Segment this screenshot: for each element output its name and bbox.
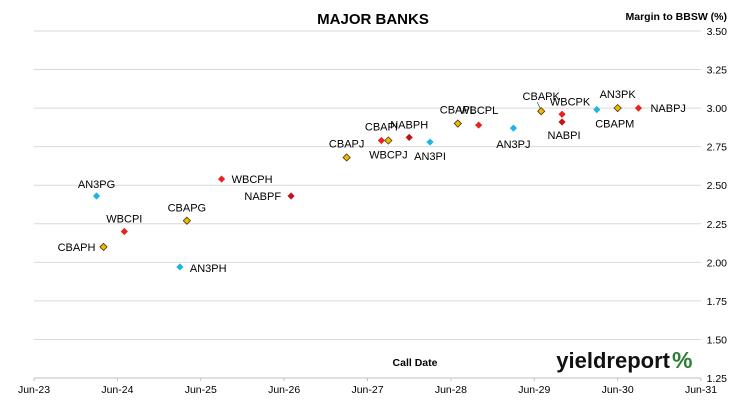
data-label-cbapm: CBAPM [595, 119, 634, 131]
x-tick-label: Jun-29 [518, 384, 550, 396]
data-point-an3pi [426, 138, 434, 146]
data-label-wbcpk: WBCPK [550, 96, 591, 108]
data-label-an3ph: AN3PH [190, 263, 227, 275]
y-tick-label: 2.75 [707, 142, 728, 154]
data-point-cbapj [342, 153, 351, 162]
y-axis-ticks: 1.25 1.50 1.75 2.00 2.25 2.50 2.75 3.00 3.25 3.50 [707, 26, 728, 385]
y-tick-label: 3.50 [707, 26, 728, 38]
y-tick-label: 3.25 [707, 65, 728, 77]
data-label-nabph: NABPH [390, 119, 428, 131]
data-point-cbapl [453, 119, 462, 128]
data-point-an3pj [509, 124, 518, 132]
cbapk-leader-line [536, 102, 541, 109]
y-tick-label: 2.25 [707, 219, 728, 231]
y-tick-label: 2.00 [707, 257, 728, 269]
data-label-cbaph: CBAPH [58, 242, 96, 254]
x-tick-label: Jun-31 [685, 384, 717, 396]
logo-wordmark: yieldreport [556, 348, 670, 373]
data-label-cbapk: CBAPK [523, 91, 561, 103]
data-label-nabpi: NABPI [548, 130, 581, 142]
data-point-wbcph [217, 175, 226, 183]
y-tick-label: 2.50 [707, 180, 728, 192]
data-point-nabpj [634, 104, 643, 112]
data-label-cbapg: CBAPG [168, 203, 207, 215]
data-point-nabpf [287, 192, 295, 200]
data-label-nabpj: NABPJ [650, 103, 685, 115]
data-label-an3pk: AN3PK [600, 89, 637, 101]
data-point-wbcpj [384, 136, 393, 145]
x-tick-label: Jun-23 [18, 384, 50, 396]
y-axis-title: Margin to BBSW (%) [626, 11, 728, 23]
data-point-wbcpk [558, 110, 566, 118]
x-tick-label: Jun-27 [351, 384, 383, 396]
x-tick-label: Jun-24 [101, 384, 133, 396]
data-label-cbapl: CBAPL [440, 105, 476, 117]
y-tick-label: 3.00 [707, 103, 728, 115]
data-point-an3pk [613, 103, 622, 113]
data-point-cbapi [377, 136, 385, 145]
data-label-an3pj: AN3PJ [496, 139, 530, 151]
data-point-cbapg [182, 216, 192, 225]
x-tick-label: Jun-30 [602, 384, 634, 396]
data-label-wbcph: WBCPH [232, 174, 273, 186]
data-label-cbapi: CBAPI [365, 121, 398, 133]
data-point-cbapk [537, 107, 546, 116]
x-tick-label: Jun-25 [185, 384, 217, 396]
data-point-wbcpl [475, 121, 483, 129]
data-point-cbaph [99, 242, 108, 252]
data-label-an3pg: AN3PG [78, 179, 115, 191]
data-label-wbcpl: WBCPL [459, 105, 498, 117]
data-point-nabpi [558, 118, 566, 126]
y-tick-label: 1.25 [707, 373, 728, 385]
yieldreport-logo: yieldreport % [556, 347, 692, 373]
x-tick-label: Jun-28 [435, 384, 467, 396]
data-point-an3ph [176, 263, 184, 271]
data-label-nabpf: NABPF [244, 191, 281, 203]
data-point-wbcpi [120, 227, 128, 236]
x-axis-ticks: Jun-23 Jun-24 Jun-25 Jun-26 Jun-27 Jun-28 Jun-… [18, 378, 717, 396]
y-tick-label: 1.50 [707, 334, 728, 346]
data-markers [92, 103, 643, 271]
data-point-nabph [405, 133, 413, 142]
data-label-cbapj: CBAPJ [329, 138, 364, 150]
chart-title: MAJOR BANKS [317, 11, 429, 28]
x-axis-title: Call Date [393, 357, 438, 369]
data-label-wbcpj: WBCPJ [369, 149, 408, 161]
logo-percent-symbol: % [672, 347, 692, 373]
data-label-wbcpi: WBCPI [106, 213, 142, 225]
data-labels: AN3PG CBAPH WBCPI AN3PH CBAPG WBCPH NABPF CBAPJ… [58, 89, 686, 275]
data-label-an3pi: AN3PI [414, 151, 446, 163]
x-tick-label: Jun-26 [268, 384, 300, 396]
gridlines [34, 30, 701, 340]
data-point-an3pg [92, 192, 101, 200]
y-tick-label: 1.75 [707, 296, 728, 308]
data-point-cbapm [593, 106, 601, 114]
